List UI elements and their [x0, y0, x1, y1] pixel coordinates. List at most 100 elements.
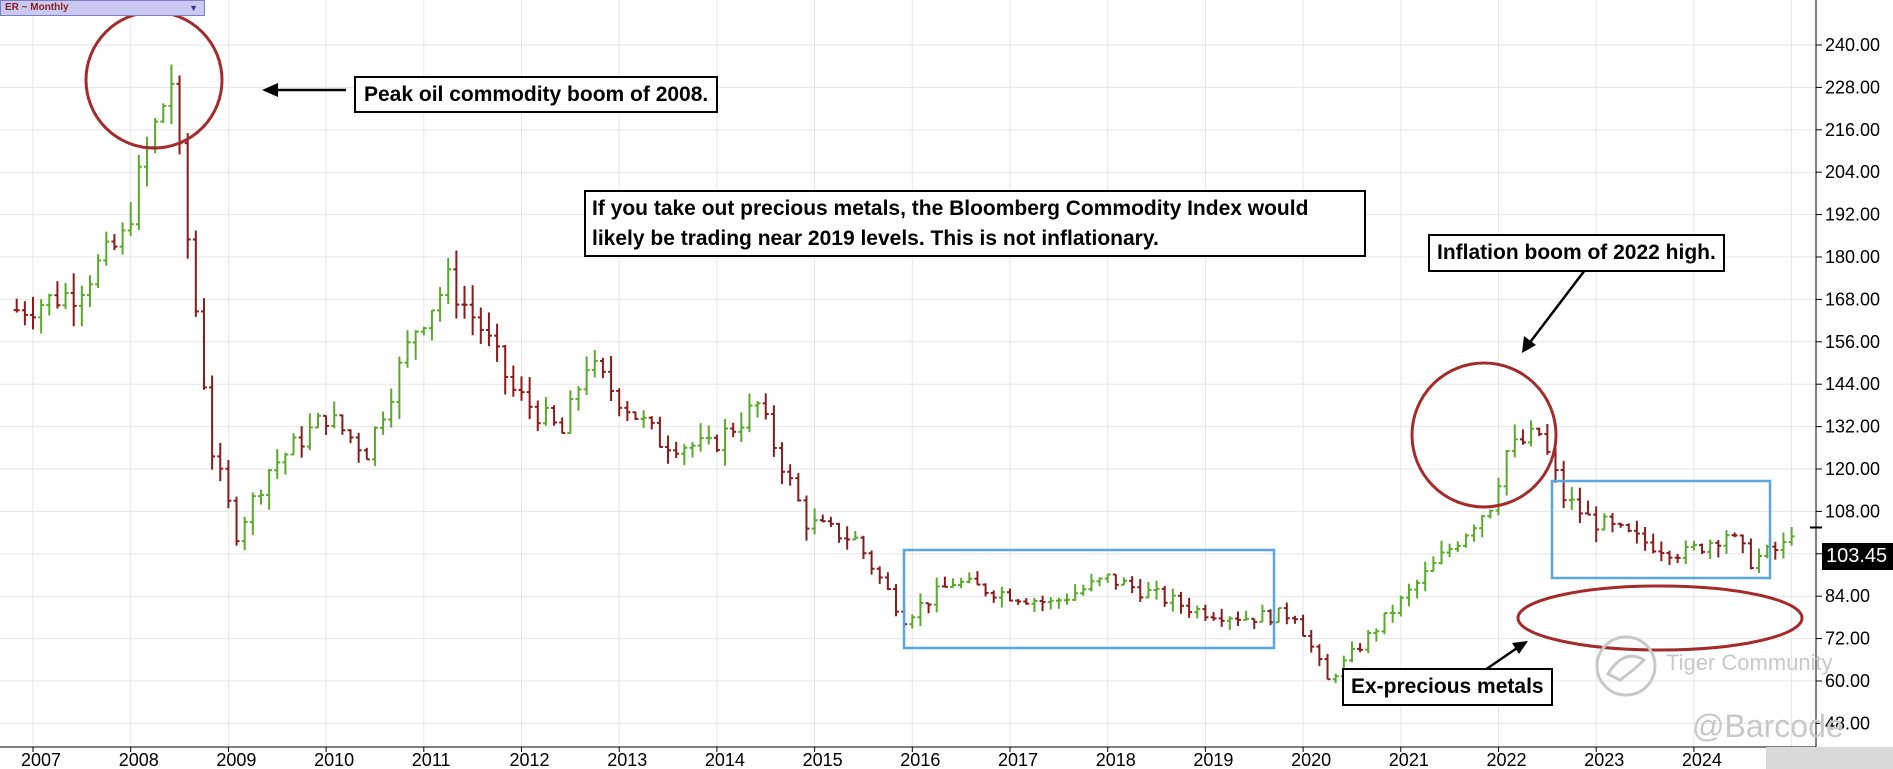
watermark-text: Tiger Community	[1666, 650, 1833, 675]
x-tick-label: 2022	[1487, 750, 1527, 769]
ohlc-bar	[1332, 673, 1339, 684]
ohlc-bar	[1357, 643, 1364, 653]
y-tick-label: 204.00	[1825, 162, 1880, 182]
ohlc-bar	[282, 452, 289, 475]
ohlc-bar	[1642, 526, 1649, 551]
arrow-peak-head	[262, 83, 278, 97]
ohlc-bar	[925, 602, 932, 614]
ohlc-bar	[168, 64, 175, 125]
ohlc-bar	[998, 586, 1005, 608]
ohlc-bar	[323, 414, 330, 435]
ohlc-bar	[1788, 527, 1795, 546]
ohlc-bar	[1186, 597, 1193, 618]
ohlc-bar	[1047, 597, 1054, 610]
ohlc-bar	[1405, 583, 1412, 607]
x-tick-label: 2018	[1096, 750, 1136, 769]
ohlc-bar	[1593, 506, 1600, 543]
ohlc-bar	[1617, 522, 1624, 528]
y-tick-label: 120.00	[1825, 459, 1880, 479]
ohlc-bar	[461, 285, 468, 319]
ohlc-bar	[1308, 629, 1315, 653]
ohlc-bar	[689, 442, 696, 458]
ohlc-bar	[54, 281, 61, 309]
ohlc-bar	[1210, 612, 1217, 621]
ohlc-bar	[1576, 487, 1583, 524]
x-tick-label: 2024	[1682, 750, 1722, 769]
ohlc-bar	[860, 535, 867, 560]
ohlc-bar	[78, 285, 85, 327]
ohlc-bar	[217, 442, 224, 482]
ex-precious-ellipse	[1516, 584, 1804, 652]
ohlc-bar	[1528, 420, 1535, 447]
ohlc-bar	[779, 442, 786, 485]
ohlc-bar	[225, 460, 232, 509]
ohlc-bar	[1780, 532, 1787, 559]
ohlc-bar	[1601, 513, 1608, 531]
ohlc-bar	[811, 508, 818, 535]
ohlc-bar	[1503, 449, 1510, 496]
ohlc-bar	[86, 275, 93, 307]
ohlc-bar	[762, 393, 769, 420]
x-tick-label: 2012	[510, 750, 550, 769]
ohlc-bar	[616, 388, 623, 417]
ohlc-bar	[1511, 424, 1518, 458]
ohlc-bar	[705, 425, 712, 445]
ohlc-bar	[673, 441, 680, 459]
y-tick-label: 132.00	[1825, 417, 1880, 437]
ohlc-bar	[1039, 595, 1046, 612]
ohlc-bar	[453, 250, 460, 319]
ohlc-bar	[127, 202, 134, 237]
dropdown-caret-icon[interactable]: ▼	[189, 3, 198, 13]
ohlc-bar	[1251, 617, 1258, 630]
tiger-logo-icon	[1595, 635, 1657, 697]
ohlc-bar	[1544, 424, 1551, 455]
ohlc-bar	[827, 516, 834, 527]
ohlc-bar	[1104, 573, 1111, 583]
ohlc-bar	[1129, 576, 1136, 594]
ohlc-bar	[665, 435, 672, 464]
x-tick-label: 2015	[803, 750, 843, 769]
ohlc-bar	[412, 330, 419, 360]
ohlc-bar	[1389, 604, 1396, 623]
ohlc-bar	[477, 307, 484, 344]
ohlc-bar	[371, 426, 378, 466]
ohlc-bar	[200, 298, 207, 390]
symbol-label: ER ~ Monthly	[5, 2, 69, 13]
ohlc-bar	[13, 298, 20, 313]
x-tick-label: 2019	[1193, 750, 1233, 769]
ohlc-bar	[884, 572, 891, 591]
ohlc-bar	[966, 572, 973, 584]
ohlc-bar	[1194, 605, 1201, 619]
ohlc-bar	[135, 155, 142, 231]
ohlc-bar	[1055, 597, 1062, 609]
ohlc-bar	[1756, 548, 1763, 574]
y-tick-label: 108.00	[1825, 501, 1880, 521]
ohlc-bar	[469, 285, 476, 336]
ohlc-bar	[1218, 608, 1225, 627]
x-tick-label: 2016	[900, 750, 940, 769]
ohlc-bar	[445, 258, 452, 305]
ohlc-bar	[591, 350, 598, 378]
ohlc-bar	[1023, 598, 1030, 605]
y-tick-label: 72.00	[1825, 629, 1870, 649]
y-tick-label: 48.00	[1825, 713, 1870, 733]
ohlc-bar	[648, 416, 655, 430]
ohlc-bar	[1585, 500, 1592, 516]
ohlc-bar	[632, 411, 639, 420]
ohlc-bar	[575, 386, 582, 411]
ohlc-bar	[103, 231, 110, 266]
ohlc-bar	[1080, 584, 1087, 596]
ohlc-bar	[1202, 604, 1209, 622]
ohlc-bar	[1430, 556, 1437, 573]
ohlc-bar	[917, 593, 924, 627]
ohlc-bar	[1112, 573, 1119, 590]
ohlc-bar	[803, 495, 810, 541]
ohlc-bar	[542, 397, 549, 426]
ohlc-bar	[1690, 540, 1697, 551]
ohlc-bar	[599, 357, 606, 378]
symbol-tag[interactable]: ER ~ Monthly ▼	[0, 0, 205, 16]
ohlc-bar	[795, 472, 802, 502]
ohlc-bar	[950, 578, 957, 588]
ohlc-bar	[1560, 460, 1567, 509]
